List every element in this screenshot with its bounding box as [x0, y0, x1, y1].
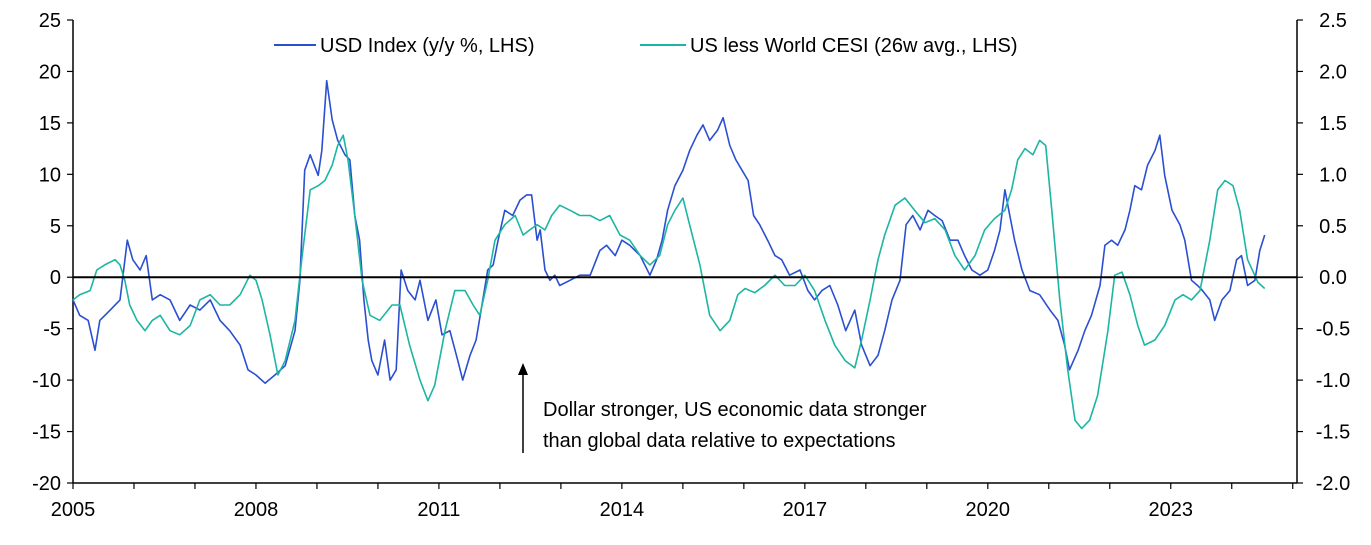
- y2-tick-label: -1.5: [1316, 422, 1350, 444]
- annotation-line-1: Dollar stronger, US economic data strong…: [543, 399, 927, 421]
- y-tick-label: -10: [32, 370, 61, 392]
- y-tick-label: 5: [50, 216, 61, 238]
- y-tick-label: 10: [39, 164, 61, 186]
- usd-index-line: [72, 79, 1266, 385]
- annotation-line-2: than global data relative to expectation…: [543, 430, 895, 452]
- x-tick-label: 2008: [234, 499, 279, 521]
- legend-label-usd: USD Index (y/y %, LHS): [320, 35, 535, 57]
- x-tick-label: 2020: [966, 499, 1011, 521]
- y-tick-label: 0: [50, 267, 61, 289]
- cesi-line: [72, 134, 1266, 430]
- y-tick-label: -15: [32, 422, 61, 444]
- y2-tick-label: 0.0: [1319, 267, 1347, 289]
- y2-tick-label: 0.5: [1319, 216, 1347, 238]
- y2-tick-label: 1.5: [1319, 113, 1347, 135]
- axes: 25 20 15 10 5 0 -5 -10 -15 -20 2.5 2.0 1.5 1.0 0.5 0.0 -…: [32, 10, 1350, 521]
- series-layer: [72, 79, 1297, 430]
- x-tick-label: 2005: [51, 499, 96, 521]
- y-tick-label: 15: [39, 113, 61, 135]
- annotation: Dollar stronger, US economic data strong…: [518, 363, 927, 453]
- legend-label-cesi: US less World CESI (26w avg., LHS): [690, 35, 1018, 57]
- annotation-arrow-head: [518, 363, 528, 375]
- y2-tick-label: 1.0: [1319, 164, 1347, 186]
- y2-tick-label: -1.0: [1316, 370, 1350, 392]
- y-tick-label: -20: [32, 473, 61, 495]
- y-tick-label: -5: [43, 319, 61, 341]
- y-tick-label: 20: [39, 61, 61, 83]
- y2-tick-label: -2.0: [1316, 473, 1350, 495]
- y2-tick-label: 2.0: [1319, 61, 1347, 83]
- legend: USD Index (y/y %, LHS) US less World CES…: [274, 35, 1018, 57]
- x-tick-label: 2023: [1149, 499, 1194, 521]
- x-tick-label: 2011: [417, 499, 460, 521]
- x-tick-label: 2014: [600, 499, 645, 521]
- y-tick-label: 25: [39, 10, 61, 32]
- y2-tick-label: 2.5: [1319, 10, 1347, 32]
- x-tick-label: 2017: [783, 499, 828, 521]
- y2-tick-label: -0.5: [1316, 319, 1350, 341]
